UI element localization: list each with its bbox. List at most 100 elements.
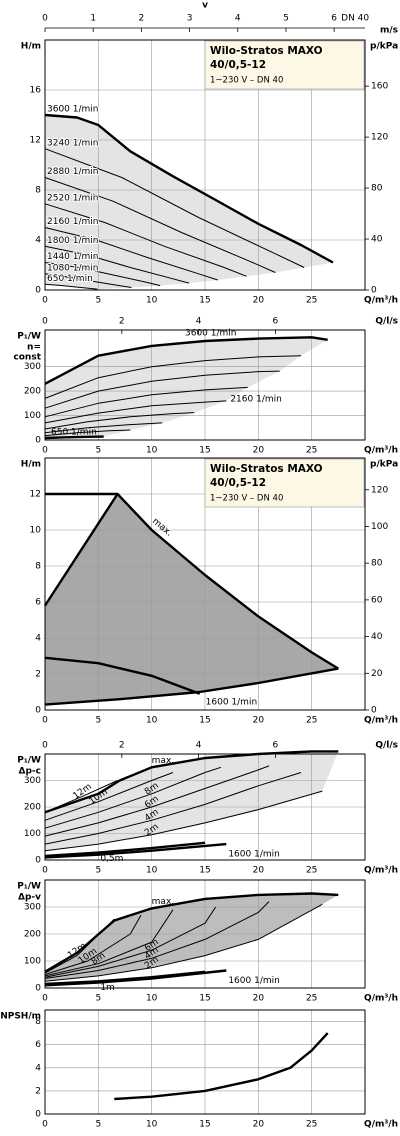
y-tick-label: 12 (30, 136, 41, 146)
curve (44, 412, 195, 430)
plot-frame (44, 879, 366, 989)
chart-note: 1~230 V – DN 40 (210, 494, 283, 504)
x-tick-label: 15 (199, 1120, 210, 1130)
top-axis-tick-label: 1 (90, 14, 96, 24)
y-tick-label: 4 (35, 1063, 41, 1073)
curve (114, 1032, 329, 1101)
top-axis-label: Q/l/s (375, 317, 398, 327)
x-tick-label: 15 (199, 296, 210, 306)
curve (44, 772, 302, 845)
curve-label: 1600 1/min (228, 850, 279, 860)
operating-range (45, 337, 328, 439)
mode-label: const (13, 353, 41, 363)
curve (44, 203, 247, 277)
y-tick-label: 0 (35, 856, 41, 866)
y2-tick-label: 160 (371, 82, 388, 92)
y-tick-label: 12 (30, 490, 41, 500)
curve-label: 1080 1/min (47, 263, 99, 273)
curve-label: max. (152, 756, 174, 766)
curve (43, 493, 119, 607)
chart-subtitle: 40/0,5-12 (210, 477, 266, 489)
y-tick-label: 0 (35, 1110, 41, 1120)
x-axis-label: Q/m³/h (364, 994, 398, 1004)
curve (44, 841, 206, 858)
curve (44, 245, 190, 284)
y2-tick-label: 40 (371, 632, 383, 642)
x-tick-label: 5 (95, 296, 101, 306)
y-tick-label: 4 (35, 236, 41, 246)
y2-axis-label: p/kPa (370, 460, 398, 470)
curve-label: 0,5m (100, 854, 123, 864)
x-tick-label: 15 (199, 716, 210, 726)
x-tick-label: 20 (253, 1120, 265, 1130)
curve (44, 148, 305, 268)
y2-tick-label: 0 (371, 706, 377, 716)
x-tick-label: 25 (306, 1120, 317, 1130)
x-tick-label: 10 (146, 716, 158, 726)
y-tick-label: 6 (35, 1040, 41, 1050)
operating-range (45, 494, 339, 705)
curve (44, 969, 227, 987)
plot-frame (44, 39, 366, 291)
x-axis-label: Q/m³/h (364, 716, 398, 726)
chart-note: 1~230 V – DN 40 (210, 76, 283, 86)
curve-label: 1600 1/min (228, 976, 279, 986)
x-tick-label: 5 (95, 994, 101, 1004)
curve (44, 422, 163, 434)
curve (44, 842, 227, 859)
curve (44, 901, 270, 979)
mode-label: Δp-c (19, 767, 41, 777)
x-axis-label: Q/m³/h (364, 446, 398, 456)
top-axis-tick-label: 6 (273, 317, 279, 327)
curve-label: 3600 1/min (185, 329, 237, 339)
x-tick-label: 10 (146, 866, 158, 876)
top-axis-tick-label: 4 (235, 14, 241, 24)
x-tick-label: 10 (146, 1120, 158, 1130)
curve (44, 429, 131, 437)
curve (44, 772, 174, 821)
x-tick-label: 25 (306, 446, 317, 456)
y-tick-label: 16 (30, 86, 42, 96)
curve-label: max. (152, 897, 174, 907)
y2-tick-label: 100 (371, 522, 388, 532)
y-tick-label: 200 (24, 803, 41, 813)
top-axis-tick-label: 2 (139, 14, 145, 24)
y2-tick-label: 120 (371, 485, 388, 495)
y2-tick-label: 120 (371, 133, 388, 143)
top-axis-label: v (202, 1, 208, 11)
y-axis-label: P₁/W (17, 332, 41, 342)
curve (44, 262, 161, 287)
curve-label: 1800 1/min (47, 236, 99, 246)
curve-label: 2160 1/min (230, 394, 281, 404)
curve (44, 766, 222, 829)
y-tick-label: 200 (24, 930, 41, 940)
top-axis-tick-label: 2 (119, 317, 125, 327)
y-axis-label: P₁/W (17, 756, 41, 766)
x-tick-label: 5 (95, 866, 101, 876)
top-axis-label: Q/l/s (375, 741, 398, 751)
y-tick-label: 100 (24, 411, 41, 421)
x-tick-label: 10 (146, 296, 158, 306)
x-tick-label: 25 (306, 296, 317, 306)
x-tick-label: 0 (42, 866, 48, 876)
curve-label: 1600 1/min (206, 698, 258, 708)
curve (44, 914, 142, 975)
curve-label: 1440 1/min (47, 252, 99, 262)
mode-label: n= (27, 343, 41, 353)
curve (44, 227, 218, 281)
x-tick-label: 20 (253, 866, 265, 876)
x-axis-label: Q/m³/h (364, 866, 398, 876)
y2-tick-label: 60 (371, 595, 383, 605)
curve (44, 892, 339, 973)
top-axis-unit: m/s (380, 26, 398, 36)
y-tick-label: 0 (35, 706, 41, 716)
x-tick-label: 0 (42, 716, 48, 726)
x-tick-label: 10 (146, 446, 158, 456)
y-tick-label: 0 (35, 984, 41, 994)
y-tick-label: 2 (35, 1086, 41, 1096)
plot-frame (44, 457, 366, 711)
x-tick-label: 0 (42, 994, 48, 1004)
curve (44, 667, 339, 706)
curve (44, 765, 270, 837)
